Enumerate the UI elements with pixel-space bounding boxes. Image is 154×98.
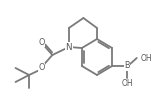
Text: B: B (124, 62, 130, 70)
Text: N: N (66, 43, 72, 52)
Text: O: O (38, 38, 45, 46)
Text: OH: OH (121, 78, 133, 88)
Text: O: O (38, 64, 45, 73)
Text: OH: OH (141, 54, 152, 63)
